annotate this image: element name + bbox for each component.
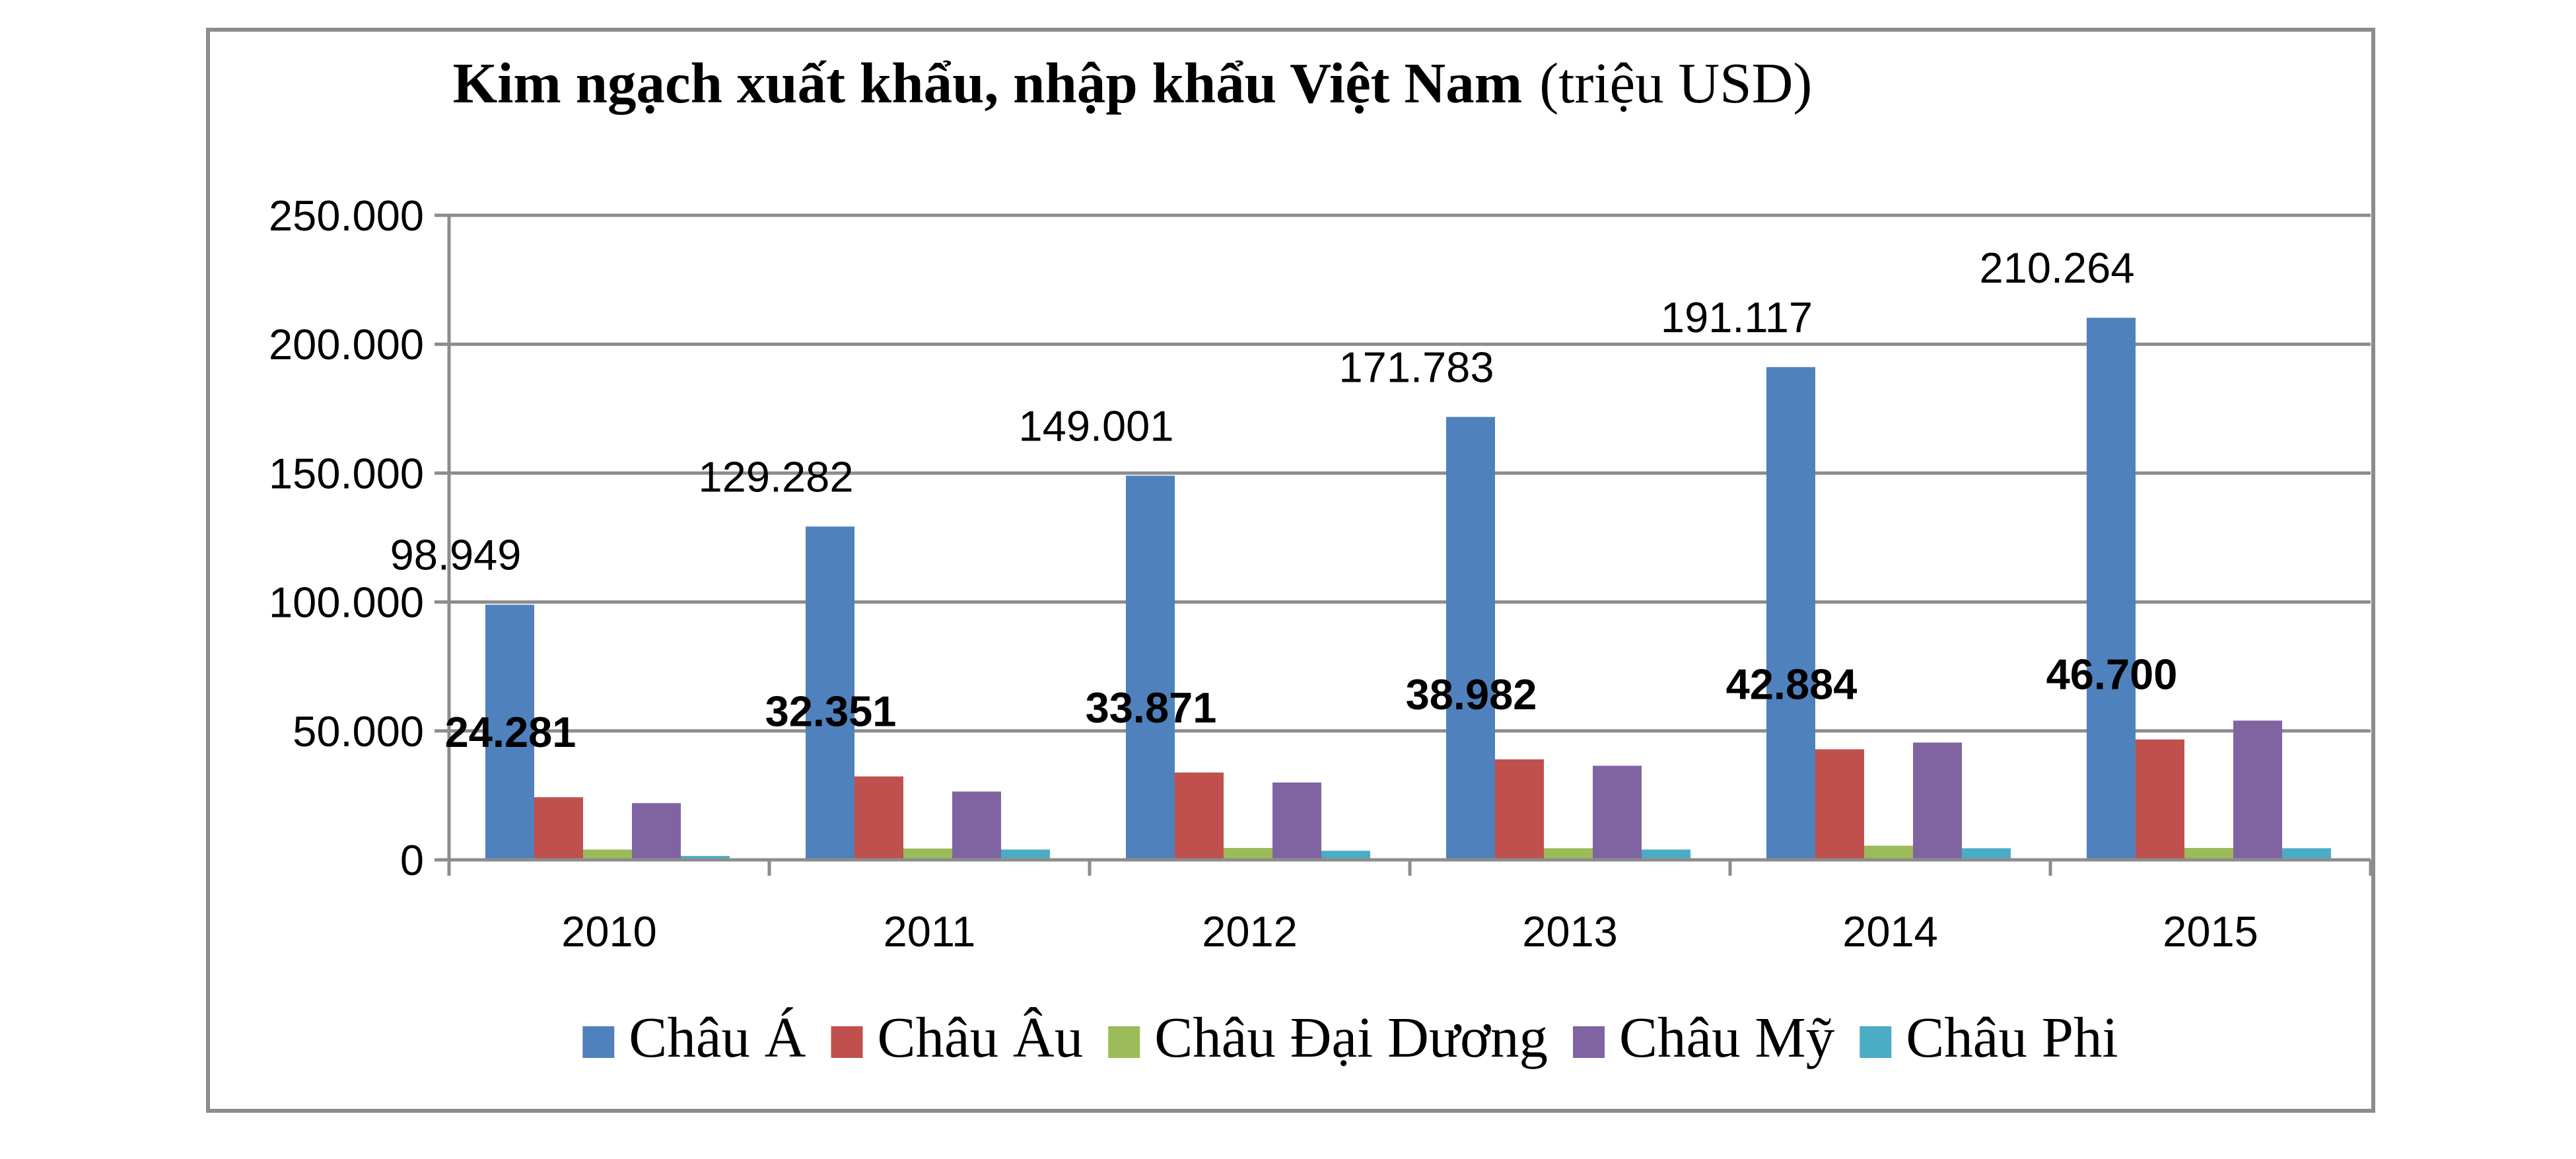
bar [1593,765,1642,860]
y-tick-label: 0 [400,836,424,884]
legend-item: Châu Phi [1860,1005,2118,1069]
legend-swatch [1108,1026,1140,1058]
bar [1815,749,1864,860]
y-tick-label: 100.000 [269,579,424,627]
bar [1864,845,1913,860]
y-axis-tick-labels: 0 50.000 100.000 150.000 200.000 250.000 [269,192,424,884]
data-labels: 98.949 24.281 129.282 32.351 149.001 33.871 17… [390,244,2178,756]
x-tick-label: 2015 [2163,907,2258,956]
bar [1126,475,1175,860]
data-label: 33.871 [1086,684,1217,732]
x-tick-label: 2014 [1842,907,1938,956]
axes [447,215,2373,876]
data-label: 98.949 [390,531,522,579]
legend-item: Châu Đại Dương [1108,1005,1548,1069]
legend: Châu Á Châu Âu Châu Đại Dương Châu Mỹ Châu P… [582,1005,2118,1069]
data-label: 24.281 [445,708,576,756]
legend-label: Châu Á [629,1005,806,1069]
bar [2136,739,2184,860]
legend-swatch [582,1026,615,1058]
bar [632,803,681,860]
bar [1495,759,1544,860]
bar [485,604,534,860]
bars [485,318,2331,860]
legend-label: Châu Âu [878,1005,1084,1069]
legend-swatch [831,1026,863,1058]
bar [1272,782,1321,860]
data-label: 171.783 [1339,343,1494,391]
bar [2087,318,2136,860]
y-tick-label: 50.000 [293,707,424,755]
data-label: 210.264 [1980,244,2135,292]
bar [1321,851,1370,860]
x-tick-label: 2011 [884,907,976,956]
bar [1766,367,1815,860]
chart-frame [206,28,2375,1113]
bar [1544,848,1593,860]
bar [534,797,583,860]
bar [854,776,903,860]
x-axis-tick-labels: 2010 2011 2012 2013 2014 2015 [561,907,2258,956]
legend-item: Châu Mỹ [1573,1005,1835,1069]
bar [1224,848,1272,860]
data-label: 129.282 [699,452,854,501]
legend-label: Châu Đại Dương [1154,1005,1548,1069]
legend-swatch [1573,1026,1605,1058]
x-tick-label: 2010 [561,907,657,956]
data-label: 32.351 [765,687,897,736]
bar [2233,720,2282,860]
bar [2184,848,2233,860]
bar [1913,742,1962,860]
bar [952,791,1001,860]
data-label: 191.117 [1661,293,1813,341]
x-tick-label: 2012 [1202,907,1298,956]
bar [1001,849,1050,860]
data-label: 42.884 [1726,660,1858,709]
data-label: 149.001 [1019,402,1174,450]
legend-item: Châu Á [582,1005,806,1069]
bar [1446,417,1495,860]
chart-title-main: Kim ngạch xuất khẩu, nhập khẩu Việt Nam [453,51,1523,115]
chart-title: Kim ngạch xuất khẩu, nhập khẩu Việt Nam … [453,51,1813,115]
legend-item: Châu Âu [831,1005,1084,1069]
y-tick-label: 250.000 [269,192,424,240]
bar [2282,848,2331,860]
bar [903,848,952,860]
y-tick-label: 200.000 [269,320,424,369]
x-tick-label: 2013 [1522,907,1618,956]
y-tick-label: 150.000 [269,449,424,497]
bar [1962,848,2011,860]
bar [583,849,632,860]
data-label: 38.982 [1406,670,1537,719]
bar [1175,772,1224,860]
data-label: 46.700 [2046,650,2178,699]
legend-label: Châu Phi [1906,1005,2118,1069]
bar [1642,849,1690,860]
legend-swatch [1860,1026,1892,1058]
bar [806,526,854,860]
gridlines [435,213,2371,862]
chart-title-unit: (triệu USD) [1539,51,1812,115]
bar [681,856,730,860]
legend-label: Châu Mỹ [1619,1005,1835,1069]
